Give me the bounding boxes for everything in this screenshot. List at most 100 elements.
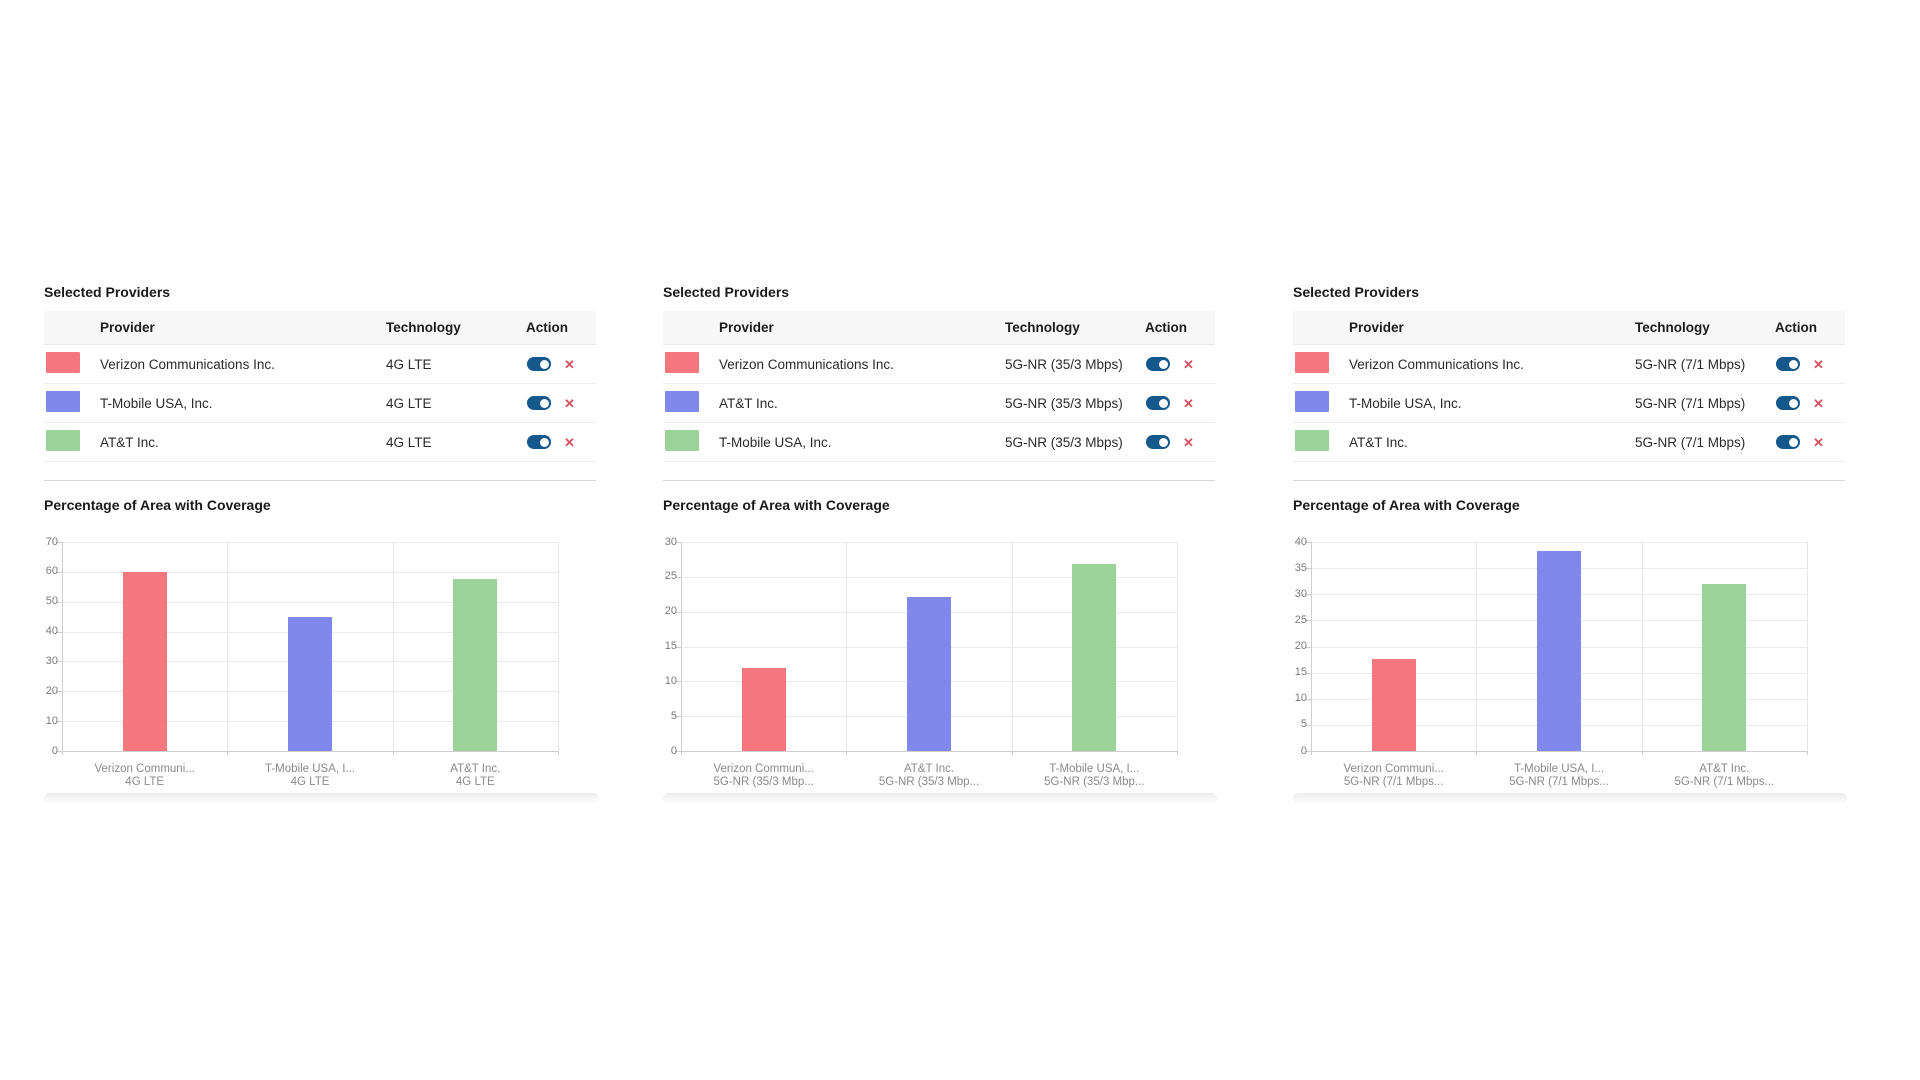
gridline (227, 542, 229, 751)
technology-value: 4G LTE (386, 434, 432, 450)
remove-provider-icon[interactable]: ✕ (1813, 357, 1824, 371)
toggle-knob (539, 359, 549, 369)
x-axis-label: T-Mobile USA, I... 4G LTE (264, 763, 356, 788)
gridline (62, 571, 558, 573)
remove-provider-icon[interactable]: ✕ (1183, 396, 1194, 410)
y-tick-mark (675, 681, 681, 683)
y-tick-mark (675, 611, 681, 613)
y-tick-label: 60 (45, 565, 58, 578)
remove-provider-icon[interactable]: ✕ (564, 357, 575, 371)
provider-name: T-Mobile USA, Inc. (719, 434, 832, 450)
y-tick-label: 50 (45, 595, 58, 608)
bar (1702, 583, 1747, 751)
gridline (681, 542, 1177, 543)
x-axis-label: Verizon Communi... 5G-NR (35/3 Mbp... (713, 763, 814, 788)
y-tick-mark (56, 631, 62, 633)
visibility-toggle[interactable] (1776, 435, 1800, 449)
remove-provider-icon[interactable]: ✕ (1183, 357, 1194, 371)
x-axis-label: T-Mobile USA, I... 5G-NR (7/1 Mbps... (1509, 763, 1609, 788)
selected-providers-title: Selected Providers (1293, 284, 1420, 300)
remove-provider-icon[interactable]: ✕ (1813, 396, 1824, 410)
visibility-toggle[interactable] (1146, 357, 1170, 371)
y-tick-mark (675, 576, 681, 578)
y-tick-label: 20 (664, 605, 677, 618)
gridline (392, 542, 394, 751)
y-tick-mark (56, 721, 62, 723)
bar (1537, 550, 1581, 751)
chart-title: Percentage of Area with Coverage (1293, 497, 1520, 513)
section-divider (663, 480, 1215, 481)
y-tick-mark (56, 542, 62, 543)
visibility-toggle[interactable] (527, 435, 551, 449)
technology-column-header: Technology (386, 320, 461, 335)
y-tick-label: 10 (45, 714, 58, 727)
x-tick-mark (1641, 751, 1643, 755)
y-tick-label: 20 (45, 684, 58, 697)
action-column-header: Action (1145, 320, 1187, 335)
remove-provider-icon[interactable]: ✕ (1813, 435, 1824, 449)
visibility-toggle[interactable] (1776, 357, 1800, 371)
y-tick-mark (56, 691, 62, 693)
x-tick-mark (392, 751, 394, 755)
bar (741, 668, 786, 751)
selected-providers-table: Provider Technology Action Verizon Commu… (663, 311, 1215, 462)
provider-name: Verizon Communications Inc. (1349, 356, 1524, 372)
x-axis-label: T-Mobile USA, I... 5G-NR (35/3 Mbp... (1044, 763, 1145, 788)
y-axis-line (681, 542, 682, 755)
comparison-panel-5g-35-3: Selected Providers Provider Technology A… (663, 284, 1217, 804)
y-tick-mark (1305, 672, 1311, 674)
provider-name: T-Mobile USA, Inc. (100, 395, 213, 411)
x-tick-mark (227, 751, 229, 755)
table-row: AT&T Inc. 5G-NR (35/3 Mbps) ✕ (663, 384, 1215, 423)
provider-color-swatch (665, 430, 699, 451)
table-row: T-Mobile USA, Inc. 5G-NR (35/3 Mbps) ✕ (663, 423, 1215, 462)
y-tick-mark (56, 571, 62, 573)
gridline (681, 576, 1177, 578)
remove-provider-icon[interactable]: ✕ (1183, 435, 1194, 449)
toggle-knob (1158, 359, 1168, 369)
y-tick-mark (1305, 620, 1311, 622)
remove-provider-icon[interactable]: ✕ (564, 396, 575, 410)
selected-providers-table: Provider Technology Action Verizon Commu… (44, 311, 596, 462)
x-tick-mark (558, 751, 559, 755)
technology-value: 5G-NR (35/3 Mbps) (1005, 395, 1123, 411)
toggle-knob (1158, 437, 1168, 447)
x-axis-label: Verizon Communi... 5G-NR (7/1 Mbps... (1343, 763, 1444, 788)
gridline (62, 542, 558, 543)
chart-bottom-strip (663, 793, 1217, 804)
selected-providers-table: Provider Technology Action Verizon Commu… (1293, 311, 1845, 462)
remove-provider-icon[interactable]: ✕ (564, 435, 575, 449)
y-tick-label: 20 (1294, 640, 1307, 652)
x-tick-mark (1011, 751, 1013, 755)
provider-color-swatch (46, 430, 80, 451)
technology-value: 5G-NR (7/1 Mbps) (1635, 395, 1746, 411)
toggle-knob (1158, 398, 1168, 408)
y-tick-mark (1305, 751, 1311, 752)
y-tick-label: 70 (45, 535, 58, 548)
y-tick-mark (56, 661, 62, 663)
provider-color-swatch (46, 391, 80, 412)
y-axis-line (1311, 542, 1312, 755)
visibility-toggle[interactable] (1146, 435, 1170, 449)
coverage-bar-chart: 0 10 20 30 40 50 60 70 Verizon Communi... 4G LTE T… (44, 527, 596, 789)
x-axis-label: Verizon Communi... 4G LTE (94, 763, 195, 788)
gridline (62, 751, 558, 752)
provider-color-swatch (1295, 391, 1329, 412)
bar (288, 616, 332, 751)
technology-value: 5G-NR (35/3 Mbps) (1005, 356, 1123, 372)
toggle-knob (1788, 437, 1798, 447)
provider-name: AT&T Inc. (719, 395, 778, 411)
gridline (1311, 542, 1807, 543)
provider-name: AT&T Inc. (1349, 434, 1408, 450)
visibility-toggle[interactable] (1776, 396, 1800, 410)
y-tick-label: 30 (1294, 587, 1307, 600)
table-row: AT&T Inc. 5G-NR (7/1 Mbps) ✕ (1293, 423, 1845, 462)
y-tick-mark (1305, 568, 1311, 570)
visibility-toggle[interactable] (527, 396, 551, 410)
provider-name: Verizon Communications Inc. (100, 356, 275, 372)
visibility-toggle[interactable] (1146, 396, 1170, 410)
technology-value: 4G LTE (386, 356, 432, 372)
provider-name: AT&T Inc. (100, 434, 159, 450)
visibility-toggle[interactable] (527, 357, 551, 371)
provider-color-swatch (665, 391, 699, 412)
